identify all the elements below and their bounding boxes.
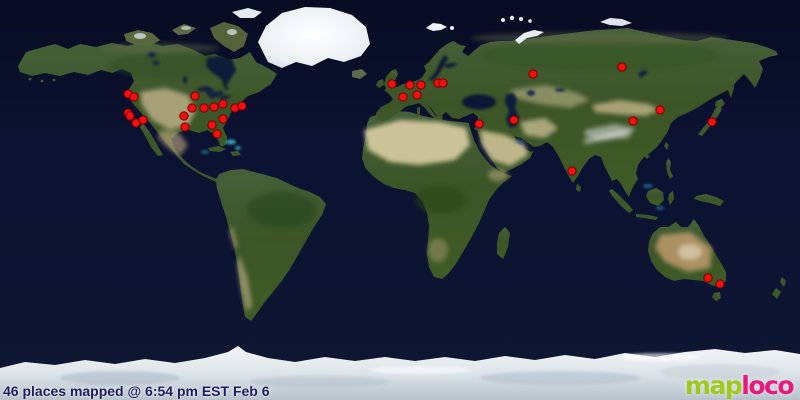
map-marker (387, 79, 397, 89)
map-marker (218, 99, 228, 109)
map-marker (412, 90, 422, 100)
map-marker (438, 78, 448, 88)
map-marker (528, 69, 538, 79)
maploco-logo[interactable]: maploco (684, 371, 795, 400)
map-marker (207, 120, 217, 130)
map-marker (179, 111, 189, 121)
map-marker (715, 279, 725, 289)
map-marker (138, 115, 148, 125)
map-marker (628, 116, 638, 126)
map-marker (212, 129, 222, 139)
map-marker (209, 102, 219, 112)
map-marker (218, 114, 228, 124)
map-marker (125, 111, 135, 121)
map-marker (416, 80, 426, 90)
continent-antarctica (0, 346, 800, 400)
map-marker (707, 117, 717, 127)
map-marker (129, 92, 139, 102)
map-marker (237, 101, 247, 111)
logo-text-map: map (684, 371, 743, 400)
arctic-ice (124, 7, 632, 68)
map-marker (474, 119, 484, 129)
map-marker (703, 273, 713, 283)
map-marker (199, 103, 209, 113)
logo-text-loco: loco (741, 371, 794, 400)
continent-north-america (18, 41, 277, 191)
map-marker (398, 92, 408, 102)
map-marker (187, 103, 197, 113)
aleutian-islands (28, 77, 56, 83)
map-marker (190, 91, 200, 101)
map-marker (617, 62, 627, 72)
map-marker (567, 166, 577, 176)
inland-waters (148, 52, 648, 128)
map-marker (180, 122, 190, 132)
terrain-shading (100, 32, 730, 312)
map-marker (509, 115, 519, 125)
shallow-water (201, 139, 664, 210)
greenland (258, 7, 370, 68)
status-text: 46 places mapped @ 6:54 pm EST Feb 6 (3, 383, 270, 399)
map-marker (655, 105, 665, 115)
islands-east-asia (576, 76, 734, 220)
map-marker (405, 80, 415, 90)
